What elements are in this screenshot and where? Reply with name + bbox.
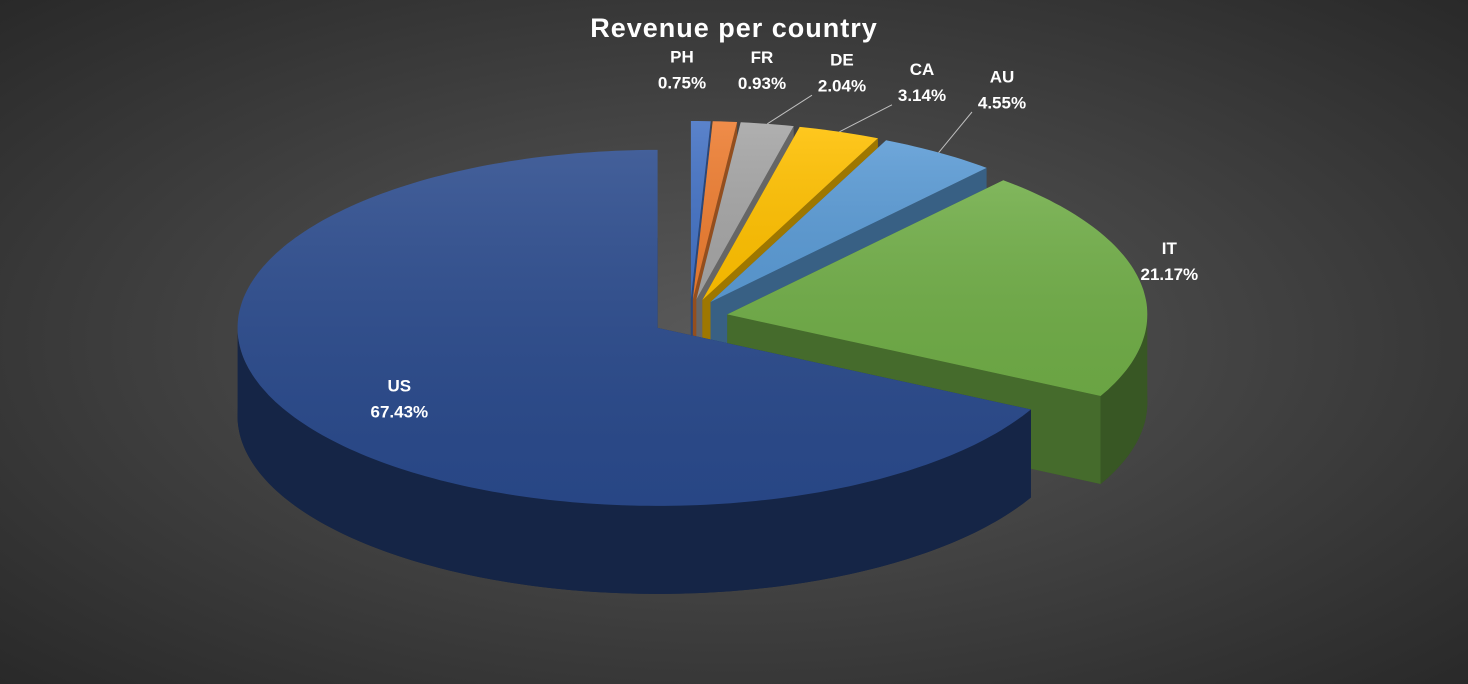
- slice-shade: [237, 149, 1031, 506]
- slice-shade: [696, 122, 794, 300]
- slice-shade: [710, 140, 987, 302]
- data-label: 0.93%: [738, 74, 786, 93]
- leader-line: [938, 111, 973, 153]
- slice-side: [1100, 314, 1148, 484]
- data-label: 67.43%: [370, 402, 428, 421]
- chart-title: Revenue per country: [590, 13, 878, 43]
- data-label: 4.55%: [978, 93, 1026, 112]
- slice-shade: [702, 126, 878, 301]
- leader-line: [767, 94, 813, 125]
- data-label-name: PH: [670, 47, 694, 66]
- data-label-name: IT: [1162, 239, 1178, 258]
- data-label: 3.14%: [898, 86, 946, 105]
- data-label-name: FR: [751, 48, 774, 67]
- data-label-name: DE: [830, 51, 854, 70]
- slice-shade: [690, 121, 711, 299]
- data-label: 2.04%: [818, 77, 866, 96]
- data-label: 21.17%: [1141, 265, 1199, 284]
- data-label-name: CA: [910, 60, 935, 79]
- slice: [237, 149, 1031, 594]
- leader-line: [839, 104, 893, 133]
- slice-side: [237, 327, 1031, 594]
- data-label: 0.75%: [658, 73, 706, 92]
- slice-shade: [727, 180, 1148, 396]
- data-label-name: AU: [990, 67, 1015, 86]
- data-label-name: US: [388, 376, 412, 395]
- slice-shade: [692, 121, 738, 300]
